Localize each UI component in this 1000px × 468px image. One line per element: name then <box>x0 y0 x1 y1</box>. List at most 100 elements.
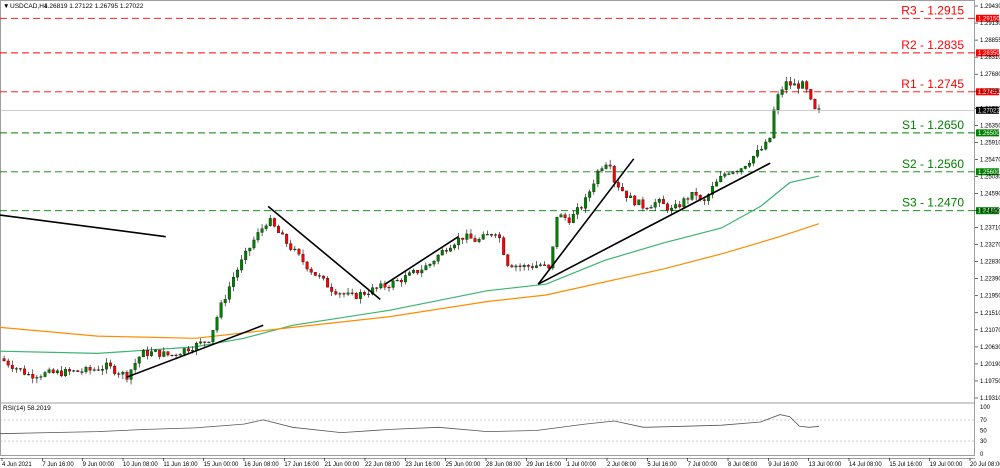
price-tick-label: 1.20630 <box>980 345 1000 351</box>
price-tick-label: 1.21510 <box>980 311 1000 317</box>
candle-bullish <box>817 108 821 110</box>
rsi-label: RSI(14) 58.2019 <box>3 405 51 412</box>
rsi-tick-label: 70 <box>980 418 987 424</box>
time-tick-label: 22 Jun 08:00 <box>365 462 400 468</box>
trendlines <box>0 158 771 378</box>
candle-bearish <box>641 199 645 209</box>
candle-bearish <box>661 199 665 205</box>
candle-bullish <box>596 170 600 185</box>
level-label-support: S3 - 1.2470 <box>902 196 964 210</box>
candle-bullish <box>231 277 235 287</box>
candle-bullish <box>571 214 575 223</box>
candle-bullish <box>756 149 760 157</box>
candle-bullish <box>584 197 588 209</box>
candle-bullish <box>223 299 227 303</box>
candle-bullish <box>105 362 108 370</box>
candle-bearish <box>809 89 813 100</box>
candle-bullish <box>657 199 661 203</box>
level-price-tag-text: 1.26500 <box>978 131 1000 137</box>
candle-bullish <box>420 269 424 274</box>
candle-bearish <box>166 351 170 356</box>
candle-bullish <box>534 265 538 268</box>
candle-bearish <box>68 369 72 372</box>
candle-bullish <box>457 237 461 246</box>
candle-bearish <box>489 234 493 236</box>
header-triangle-icon[interactable]: ▼ <box>3 3 9 10</box>
candle-bullish <box>588 191 592 198</box>
candle-bullish <box>182 348 186 355</box>
price-axis: 1.29430 1.29130 1.28855 1.28310 1.27680 1.273… <box>975 4 1000 402</box>
candle-bullish <box>731 171 735 174</box>
candle-bullish <box>424 265 428 271</box>
candle-bullish <box>154 349 158 352</box>
level-price-tag-text: 1.28350 <box>978 51 1000 57</box>
candle-bearish <box>563 214 567 218</box>
candle-bullish <box>211 330 215 343</box>
candle-bullish <box>408 272 411 276</box>
candle-bearish <box>158 349 162 357</box>
candle-bearish <box>170 354 174 356</box>
trendline[interactable] <box>537 158 635 285</box>
candle-bearish <box>342 293 346 295</box>
candle-bullish <box>575 207 579 215</box>
candle-bullish <box>428 263 432 266</box>
candle-bullish <box>47 369 51 373</box>
candle-bearish <box>416 270 420 274</box>
price-tick-label: 1.22830 <box>980 260 1000 266</box>
candle-bullish <box>39 376 43 378</box>
candle-bearish <box>686 198 690 200</box>
trendline[interactable] <box>126 324 264 378</box>
moving-average-line <box>0 223 820 339</box>
candle-bearish <box>469 233 473 239</box>
candle-bullish <box>604 164 608 169</box>
time-tick-label: 28 Jun 08:00 <box>486 462 521 468</box>
candle-bearish <box>498 234 502 238</box>
candle-bearish <box>117 373 121 375</box>
time-tick-label: 21 Jun 00:00 <box>325 462 360 468</box>
time-tick-label: 13 Jul 00:00 <box>809 462 842 468</box>
candle-bearish <box>31 374 35 379</box>
candle-bullish <box>133 363 137 370</box>
candle-bearish <box>10 365 14 369</box>
trendline[interactable] <box>384 235 459 285</box>
candle-bullish <box>760 148 764 151</box>
candle-bullish <box>162 351 166 357</box>
candle-bullish <box>739 168 743 172</box>
candle-bullish <box>27 374 31 376</box>
candle-bullish <box>649 207 653 209</box>
level-label-support: S2 - 1.2560 <box>902 157 964 171</box>
candle-bearish <box>19 368 22 370</box>
candle-bullish <box>379 283 383 289</box>
candle-bullish <box>674 204 678 209</box>
candle-bullish <box>792 83 796 86</box>
candle-bearish <box>580 207 583 209</box>
trendline[interactable] <box>0 214 166 238</box>
candle-bullish <box>236 269 239 278</box>
candle-bullish <box>784 81 788 90</box>
price-tick-label: 1.27680 <box>980 72 1000 78</box>
candle-bullish <box>248 247 252 252</box>
candle-bullish <box>780 89 784 95</box>
trendline[interactable] <box>267 205 381 300</box>
candle-bullish <box>100 369 104 371</box>
price-tick-label: 1.20190 <box>980 362 1000 368</box>
candle-bearish <box>620 187 624 192</box>
candle-bearish <box>387 287 391 289</box>
last-price-tag <box>976 106 999 114</box>
price-tick-label: 1.19750 <box>980 379 1000 385</box>
price-tick-label: 1.23710 <box>980 226 1000 232</box>
level-price-tag <box>976 88 999 96</box>
candle-bullish <box>150 351 153 356</box>
candle-bearish <box>272 218 276 227</box>
trendline[interactable] <box>537 162 771 285</box>
level-label-resistance: R2 - 1.2835 <box>901 38 964 52</box>
candle-bearish <box>473 238 477 242</box>
candle-bullish <box>682 198 686 208</box>
last-price-marker: 1.27022 <box>0 106 1000 114</box>
candle-bullish <box>453 244 456 249</box>
candle-bullish <box>719 176 723 183</box>
candle-bullish <box>555 216 559 247</box>
moving-averages <box>0 175 820 355</box>
candle-bullish <box>514 265 518 268</box>
